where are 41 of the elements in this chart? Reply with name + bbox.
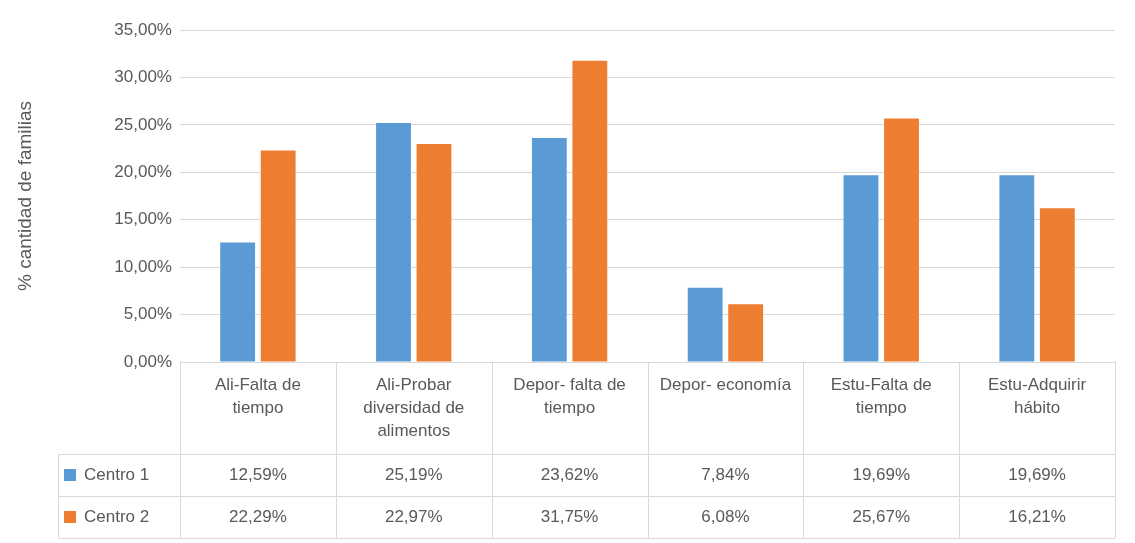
bar (376, 123, 411, 362)
y-tick-label: 35,00% (114, 19, 172, 39)
data-label: 19,69% (1008, 464, 1066, 484)
bar (572, 60, 608, 362)
y-tick-label: 10,00% (114, 256, 172, 276)
data-label: 19,69% (852, 464, 911, 484)
data-label: 22,29% (229, 506, 287, 526)
x-tick-label: Estu-Falta de tiempo (830, 375, 932, 418)
bar (220, 242, 256, 362)
legend-label: Centro 2 (84, 506, 150, 526)
bar (531, 137, 567, 362)
y-tick-label: 30,00% (114, 67, 172, 87)
y-tick-label: 25,00% (114, 114, 172, 134)
bar (728, 304, 764, 362)
data-label: 25,19% (384, 464, 443, 484)
data-label: 25,67% (852, 506, 911, 526)
x-tick-label: Estu-Adquirir hábito (987, 375, 1087, 418)
y-tick-label: 20,00% (114, 161, 172, 181)
y-tick-label: 0,00% (123, 351, 172, 371)
bar (999, 175, 1035, 362)
y-axis-title: % cantidad de familias (13, 100, 35, 292)
bar (843, 175, 879, 362)
data-label: 12,59% (229, 464, 287, 484)
data-label: 22,97% (384, 506, 443, 526)
bar (1039, 208, 1075, 362)
x-tick-label: Depor- economía (659, 375, 792, 395)
x-tick-label: Ali-Probar diversidad de alimentos (363, 375, 465, 441)
bar (687, 287, 723, 362)
bar (416, 144, 452, 362)
data-label: 16,21% (1008, 506, 1066, 526)
legend-label: Centro 1 (84, 464, 150, 484)
data-label: 23,62% (540, 464, 599, 484)
y-tick-label: 5,00% (123, 304, 172, 324)
data-label: 31,75% (540, 506, 599, 526)
data-label: 7,84% (701, 464, 750, 484)
bar (884, 118, 919, 362)
y-tick-label: 15,00% (114, 209, 172, 229)
x-tick-label: Ali-Falta de tiempo (214, 375, 301, 418)
bar (260, 150, 296, 362)
data-label: 6,08% (701, 506, 750, 526)
x-tick-label: Depor- falta de tiempo (513, 375, 626, 418)
